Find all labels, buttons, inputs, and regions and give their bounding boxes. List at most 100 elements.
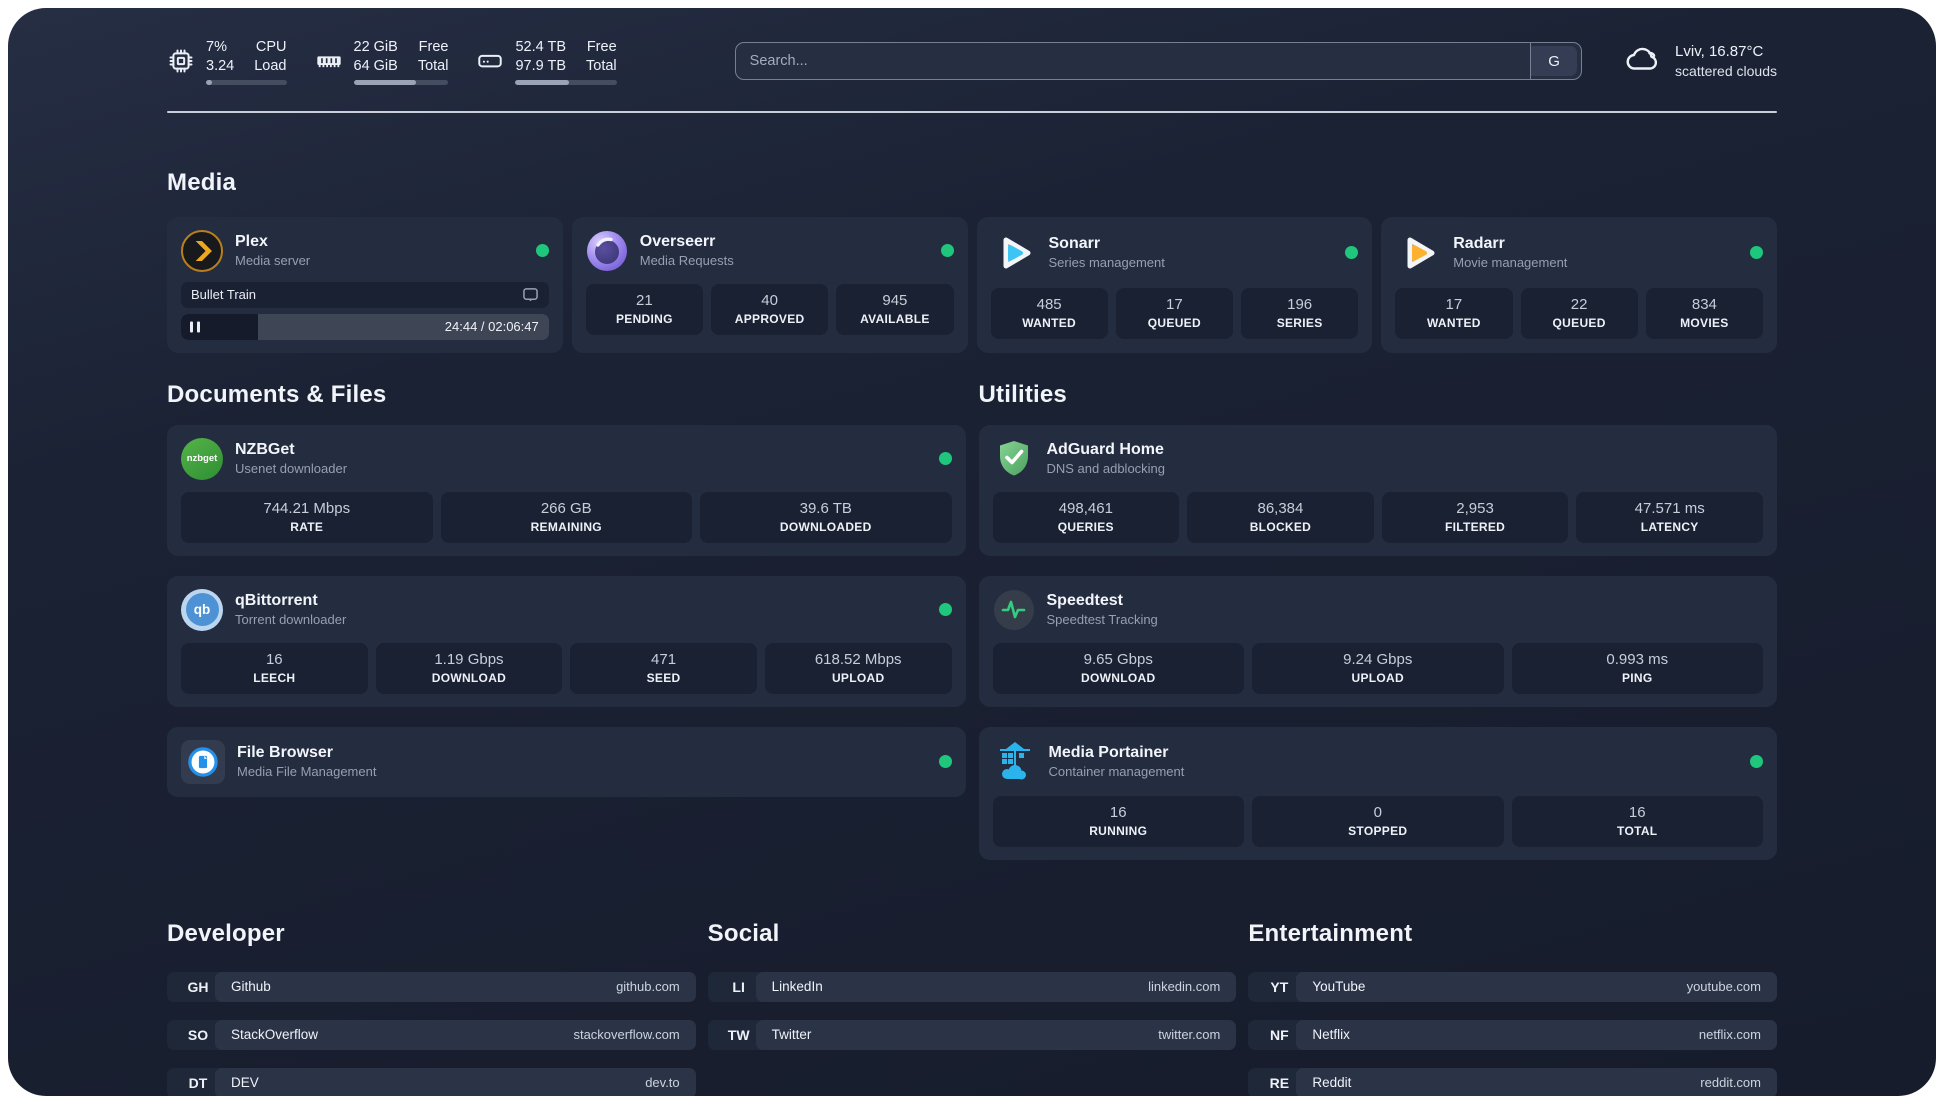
bookmark-twitter[interactable]: TW Twitter twitter.com: [707, 1019, 1237, 1050]
stat-queries: 498,461 QUERIES: [992, 491, 1180, 543]
qbittorrent-icon-text: qb: [193, 602, 211, 618]
now-playing-row: Bullet Train: [181, 281, 549, 308]
filebrowser-icon: [181, 739, 225, 784]
speedtest-icon: [993, 589, 1035, 631]
search-bar[interactable]: G: [734, 42, 1583, 81]
stat-leech: 16 LEECH: [181, 642, 368, 694]
bookmark-dev[interactable]: DT DEV dev.to: [167, 1067, 696, 1096]
app-description: Container management: [1048, 764, 1185, 780]
bookmark-stackoverflow[interactable]: SO StackOverflow stackoverflow.com: [167, 1019, 696, 1050]
search-input[interactable]: [749, 53, 1523, 70]
app-name: Radarr: [1453, 235, 1505, 253]
cpu-load-label: Load: [254, 57, 287, 74]
app-card-filebrowser[interactable]: File Browser Media File Management: [167, 726, 966, 797]
system-stats: 7% CPU 3.24 Load: [167, 38, 617, 85]
status-dot: [1345, 246, 1359, 260]
playback-seek-bar[interactable]: 24:44 / 02:06:47: [181, 313, 549, 340]
memory-progress-bar: [353, 79, 449, 85]
app-card-speedtest[interactable]: Speedtest Speedtest Tracking 9.65 Gbps DO…: [978, 575, 1777, 707]
memory-total-value: 64 GiB: [353, 57, 398, 74]
stat-queued: 22 QUEUED: [1520, 287, 1638, 339]
stat-seed: 471 SEED: [570, 642, 757, 694]
stat-latency: 47.571 ms LATENCY: [1576, 491, 1763, 543]
bookmark-github[interactable]: GH Github github.com: [167, 971, 696, 1002]
cpu-percent: 7%: [206, 39, 227, 55]
app-name: Plex: [235, 233, 268, 251]
app-description: Series management: [1048, 255, 1165, 271]
bookmark-url: github.com: [616, 979, 680, 995]
status-dot: [1750, 246, 1763, 260]
search-divider: [1530, 43, 1532, 80]
app-card-portainer[interactable]: Media Portainer Container management 16 R…: [978, 726, 1777, 860]
app-card-nzbget[interactable]: nzbget NZBGet Usenet downloader 744.21 M…: [167, 424, 966, 556]
stat-download: 1.19 Gbps DOWNLOAD: [375, 642, 563, 694]
bookmark-url: linkedin.com: [1148, 979, 1221, 995]
app-card-sonarr[interactable]: Sonarr Series management 485 WANTED 17 QUE…: [976, 216, 1373, 353]
bookmark-name: Github: [231, 979, 271, 995]
section-title-social: Social: [707, 919, 780, 947]
pause-button[interactable]: [190, 321, 200, 333]
section-title-documents: Documents & Files: [167, 380, 387, 408]
bookmark-url: reddit.com: [1700, 1075, 1761, 1091]
overseerr-icon: [586, 230, 628, 272]
nzbget-icon: nzbget: [181, 437, 223, 480]
stat-wanted: 17 WANTED: [1395, 287, 1513, 339]
disk-total-value: 97.9 TB: [515, 57, 567, 74]
app-description: Speedtest Tracking: [1046, 612, 1158, 628]
disk-icon: [476, 47, 504, 75]
bookmark-url: twitter.com: [1158, 1027, 1221, 1043]
memory-total-label: Total: [417, 57, 449, 74]
status-dot: [535, 244, 549, 258]
disk-free-value: 52.4 TB: [515, 39, 567, 55]
plex-icon: [181, 229, 223, 272]
app-name: qBittorrent: [235, 592, 318, 610]
app-card-plex[interactable]: Plex Media server Bullet Train 24:44 / 0…: [167, 216, 563, 353]
portainer-icon: [993, 740, 1037, 784]
app-name: AdGuard Home: [1046, 441, 1164, 459]
memory-stat: 22 GiB Free 64 GiB Total: [315, 38, 449, 85]
app-description: Media Requests: [639, 253, 734, 269]
cloud-icon: [1626, 48, 1658, 71]
cpu-stat: 7% CPU 3.24 Load: [167, 38, 287, 85]
status-dot: [938, 452, 952, 466]
app-description: Movie management: [1453, 255, 1568, 271]
disk-progress-bar: [515, 79, 617, 85]
cpu-label: CPU: [255, 39, 287, 55]
app-card-overseerr[interactable]: Overseerr Media Requests 21 PENDING 40 APP…: [571, 216, 968, 353]
stat-wanted: 485 WANTED: [990, 287, 1108, 339]
section-title-media: Media: [167, 168, 237, 196]
app-name: Sonarr: [1048, 235, 1101, 253]
stat-blocked: 86,384 BLOCKED: [1187, 491, 1374, 543]
playback-elapsed-fill: [181, 313, 259, 340]
disk-stat: 52.4 TB Free 97.9 TB Total: [476, 38, 617, 85]
search-engine-button[interactable]: G: [1531, 46, 1578, 77]
bookmark-name: YouTube: [1312, 979, 1366, 995]
cpu-progress-bar: [206, 79, 287, 85]
app-description: Media server: [235, 253, 311, 269]
app-card-qbittorrent[interactable]: qb qBittorrent Torrent downloader 16 LEEC…: [167, 575, 966, 707]
app-description: Usenet downloader: [235, 461, 348, 477]
app-card-adguard[interactable]: AdGuard Home DNS and adblocking 498,461 Q…: [978, 424, 1777, 556]
stat-remaining: 266 GB REMAINING: [440, 491, 692, 543]
stat-total: 16 TOTAL: [1511, 795, 1763, 847]
app-name: Media Portainer: [1048, 744, 1169, 762]
developer-links: Developer GH Github github.com SO StackOv…: [167, 920, 696, 1096]
cpu-readout: 7% CPU 3.24 Load: [206, 38, 287, 85]
stat-running: 16 RUNNING: [992, 795, 1244, 847]
cpu-icon: [167, 47, 195, 75]
stat-queued: 17 QUEUED: [1115, 287, 1233, 339]
app-description: Torrent downloader: [235, 612, 347, 628]
bookmark-name: DEV: [231, 1075, 259, 1091]
status-dot: [938, 755, 952, 769]
bookmark-linkedin[interactable]: LI LinkedIn linkedin.com: [707, 971, 1237, 1002]
bookmark-youtube[interactable]: YT YouTube youtube.com: [1248, 971, 1777, 1002]
disk-total-label: Total: [586, 57, 617, 74]
bookmark-url: dev.to: [645, 1075, 680, 1091]
dashboard: 7% CPU 3.24 Load: [8, 8, 1936, 1096]
social-links: Social LI LinkedIn linkedin.com TW Twitte…: [707, 919, 1237, 1096]
bookmark-reddit[interactable]: RE Reddit reddit.com: [1248, 1067, 1777, 1096]
app-card-radarr[interactable]: Radarr Movie management 17 WANTED 22 QUEUE…: [1381, 216, 1777, 353]
weather-widget: Lviv, 16.87°C scattered clouds: [1622, 41, 1777, 81]
bookmark-netflix[interactable]: NF Netflix netflix.com: [1248, 1019, 1777, 1050]
bookmark-name: LinkedIn: [771, 979, 823, 995]
